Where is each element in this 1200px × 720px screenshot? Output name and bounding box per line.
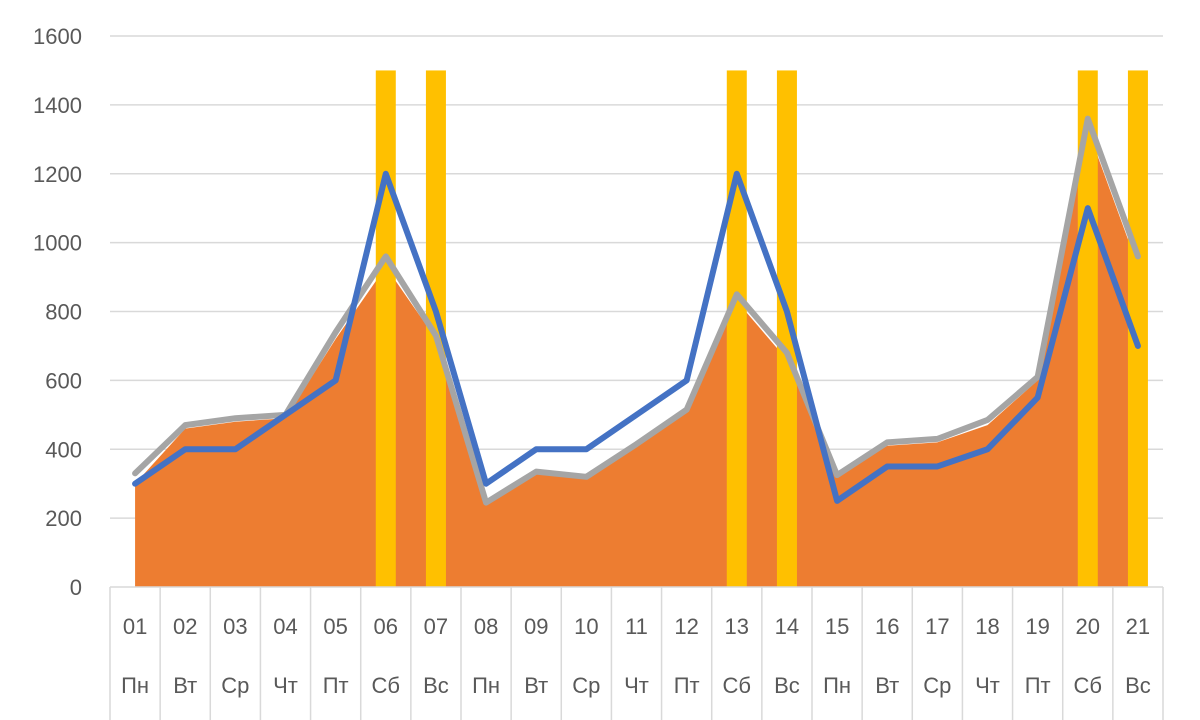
x-tick-weekday: Ср [923, 673, 951, 698]
gray-line-series [132, 115, 1141, 506]
weekend-bar-14 [776, 70, 797, 587]
x-tick-day: 08 [474, 614, 498, 639]
x-tick-day: 13 [725, 614, 749, 639]
x-tick-weekday: Пт [1025, 673, 1051, 698]
blue-line-series [132, 170, 1141, 504]
y-tick-label: 400 [45, 437, 82, 462]
x-tick-weekday: Пт [323, 673, 349, 698]
x-tick-weekday: Вс [423, 673, 449, 698]
x-tick-day: 14 [775, 614, 799, 639]
y-tick-label: 1400 [33, 93, 82, 118]
y-tick-label: 1200 [33, 162, 82, 187]
x-tick-weekday: Пн [823, 673, 851, 698]
x-tick-weekday: Вт [173, 673, 197, 698]
x-tick-weekday: Вс [1125, 673, 1151, 698]
x-tick-day: 19 [1025, 614, 1049, 639]
x-tick-day: 07 [424, 614, 448, 639]
x-tick-weekday: Чт [624, 673, 649, 698]
axes: 0 200 400 600 800 1000 1200 1400 1600 01 Пн 02 Вт 03 С… [33, 24, 1164, 720]
y-tick-label: 1000 [33, 231, 82, 256]
x-tick-day: 09 [524, 614, 548, 639]
y-tick-label: 600 [45, 368, 82, 393]
x-tick-day: 16 [875, 614, 899, 639]
x-tick-weekday: Вт [524, 673, 548, 698]
x-tick-weekday: Пн [121, 673, 149, 698]
x-tick-day: 11 [625, 614, 648, 639]
x-tick-weekday: Сб [372, 673, 401, 698]
weekend-bar-20 [1077, 70, 1098, 587]
line-series [132, 115, 1141, 506]
x-tick-day: 10 [574, 614, 598, 639]
x-tick-day: 18 [975, 614, 999, 639]
x-tick-weekday: Чт [975, 673, 1000, 698]
y-tick-label: 200 [45, 506, 82, 531]
x-tick-weekday: Ср [572, 673, 600, 698]
y-tick-label: 800 [45, 300, 82, 325]
y-tick-label: 1600 [33, 24, 82, 49]
x-tick-day: 05 [323, 614, 347, 639]
x-tick-day: 04 [273, 614, 297, 639]
x-tick-weekday: Пт [674, 673, 700, 698]
y-tick-label: 0 [70, 575, 82, 600]
x-tick-day: 02 [173, 614, 197, 639]
x-tick-day: 20 [1076, 614, 1100, 639]
weekend-bar-07 [425, 70, 446, 587]
x-tick-day: 06 [374, 614, 398, 639]
weekend-bars [375, 70, 1148, 587]
x-tick-weekday: Сб [723, 673, 752, 698]
weekend-bar-21 [1127, 70, 1148, 587]
x-tick-day: 15 [825, 614, 849, 639]
x-tick-weekday: Сб [1074, 673, 1103, 698]
area-series-orange [135, 128, 1138, 587]
x-tick-day: 01 [123, 614, 147, 639]
weekend-bar-06 [375, 70, 396, 587]
x-tick-weekday: Вт [875, 673, 899, 698]
x-tick-day: 17 [925, 614, 949, 639]
x-tick-day: 03 [223, 614, 247, 639]
area-series [135, 128, 1138, 587]
x-tick-weekday: Ср [221, 673, 249, 698]
x-tick-weekday: Пн [472, 673, 500, 698]
x-tick-weekday: Чт [273, 673, 298, 698]
x-tick-day: 12 [674, 614, 698, 639]
weekend-bar-13 [726, 70, 747, 587]
x-tick-weekday: Вс [774, 673, 800, 698]
x-tick-day: 21 [1126, 614, 1150, 639]
